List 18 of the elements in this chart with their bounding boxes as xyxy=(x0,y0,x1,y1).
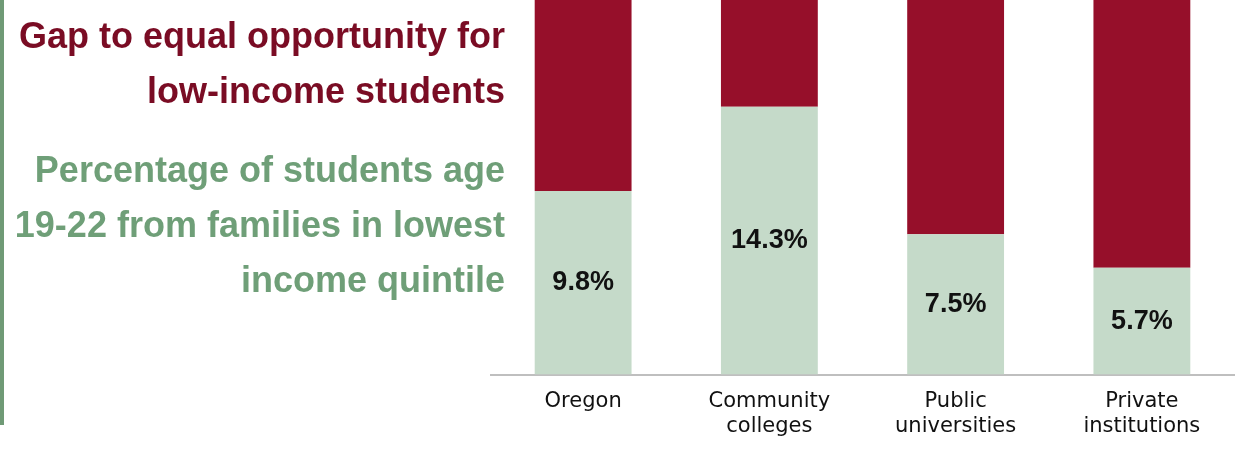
x-tick-label: Community colleges xyxy=(708,387,831,437)
series-label: Percentage of students age 19-22 from families in lowest income quintile xyxy=(13,148,505,302)
bar xyxy=(534,0,632,192)
bar xyxy=(1093,0,1191,268)
bar xyxy=(534,191,632,375)
bar xyxy=(1093,267,1191,375)
data-label: 5.7% xyxy=(1111,304,1173,335)
data-label: 7.5% xyxy=(924,287,987,318)
bar xyxy=(720,106,818,375)
data-label: 9.8% xyxy=(552,266,614,297)
bar xyxy=(907,234,1005,375)
x-tick-label: Oregon xyxy=(544,387,622,412)
bar xyxy=(907,0,1005,235)
x-tick-label: Public universities xyxy=(895,387,1017,437)
data-label: 14.3% xyxy=(731,224,808,255)
bar xyxy=(720,0,818,107)
series-label: Gap to equal opportunity for low-income students xyxy=(18,14,505,113)
x-tick-label: Private institutions xyxy=(1083,387,1201,437)
